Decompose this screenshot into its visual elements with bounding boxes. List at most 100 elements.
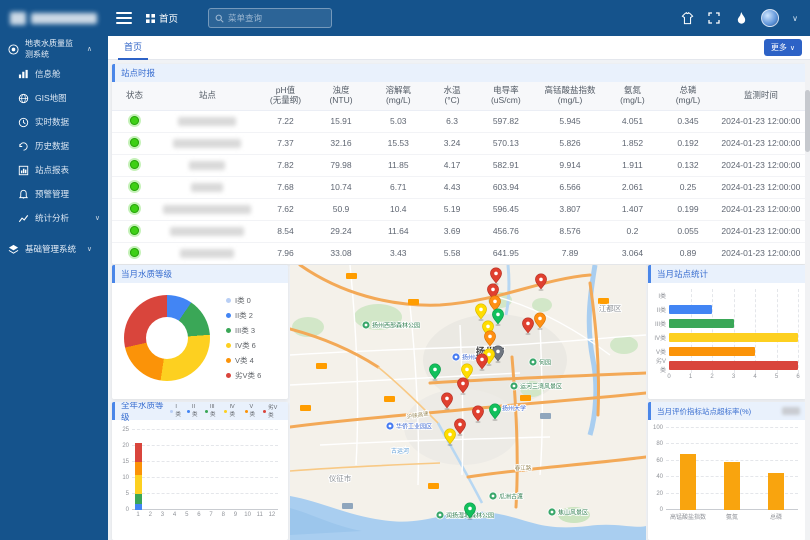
grid-icon [146,14,155,23]
tab-home[interactable]: 首页 [118,36,148,60]
sidebar-item-5[interactable]: 站点报表 [0,158,108,182]
column-title: 站点 [157,91,258,101]
status-ok-dot [130,138,139,147]
value-cell: 0.199 [660,198,716,220]
legend-item: IV类 [224,404,239,418]
table-row: 7.3732.1615.533.24570.135.8261.8520.1922… [112,132,806,154]
hbar-row: II类 [652,303,798,317]
bar-II类 [669,305,712,314]
value-cell: 0.2 [605,220,661,242]
user-avatar[interactable] [761,9,779,27]
history-icon [18,141,29,152]
time-cell: 2024-01-23 12:00:00 [716,154,806,176]
legend-label: 劣V类 6 [235,370,261,381]
header-chip-blurred[interactable] [782,407,800,415]
column-header: 氨氮(mg/L) [605,82,661,110]
sidebar-item-1[interactable]: 信息舱 [0,62,108,86]
grid-line [132,493,278,494]
y-tick-label: 100 [653,425,663,431]
status-ok-dot [130,160,139,169]
status-cell [112,176,157,198]
sidebar-group-water-system[interactable]: 地表水质量监测系统 ∧ [0,36,108,62]
logo-mark [10,12,26,25]
value-cell: 7.96 [258,242,314,264]
legend-item: II类 2 [226,310,261,321]
park-poi-dot [513,385,516,388]
grid-line [132,429,278,430]
table-row: 7.2215.915.036.3597.825.9454.0510.345202… [112,110,806,132]
legend-label: III类 [210,404,219,418]
value-cell: 7.37 [258,132,314,154]
value-cell: 5.19 [428,198,477,220]
value-cell: 11.64 [369,220,428,242]
column-unit: (无量纲) [258,96,314,106]
column-unit: (uS/cm) [476,96,535,106]
poi-label: 何园 [539,359,551,367]
bar-劣V类 [669,361,798,370]
legend-item: V类 [245,404,259,418]
value-cell: 7.82 [258,154,314,176]
legend-label: 劣V类 [268,403,282,419]
flame-icon[interactable] [734,11,748,25]
column-unit: (mg/L) [535,96,604,106]
x-tick-label: 2 [149,512,152,518]
monthly-grade-donut-chart: I类 0II类 2III类 3IV类 6V类 4劣V类 6 [112,283,288,381]
x-tick-label: 9 [234,512,237,518]
x-tick-label: 5 [185,512,188,518]
gis-map[interactable]: 扬州西部森林公园何园运河三湾风景区瓜洲古渡焦山风景区润扬湿地森林公园扬州站扬州大… [290,265,646,540]
bar-track [669,361,798,370]
scrollbar-thumb[interactable] [805,90,810,152]
chevron-down-icon: ∨ [790,44,795,52]
sidebar-group-base-system[interactable]: 基础管理系统 ∨ [0,236,108,262]
logo-text-blurred [31,13,97,24]
user-menu-chevron-down-icon[interactable]: ∨ [792,14,798,23]
clock-icon [18,117,29,128]
site-name-blurred [163,205,251,214]
y-tick-label: 10 [122,475,129,481]
legend-swatch [263,410,266,413]
sidebar-item-6[interactable]: 预警管理 [0,182,108,206]
value-cell: 1.911 [605,154,661,176]
chevron-down-icon: ∨ [95,214,100,222]
legend-item: III类 [205,404,219,418]
bar-高锰酸盐指数 [680,454,696,510]
hbar-rows: I类II类III类IV类V类劣V类 [652,289,798,373]
value-cell: 4.051 [605,110,661,132]
value-cell: 4.17 [428,154,477,176]
sidebar-item-2[interactable]: GIS地图 [0,86,108,110]
panel-title: 当月站点统计 [657,268,708,280]
sidebar-item-4[interactable]: 历史数据 [0,134,108,158]
status-ok-dot [130,226,139,235]
legend-label: II类 [192,404,200,418]
site-name-blurred [170,227,244,236]
menu-toggle-icon[interactable] [116,12,132,24]
hbar-row: III类 [652,317,798,331]
report-icon [18,165,29,176]
fullscreen-icon[interactable] [707,11,721,25]
y-tick-label: 80 [656,441,663,447]
status-ok-dot [130,116,139,125]
park-poi-dot [365,324,368,327]
value-cell: 570.13 [476,132,535,154]
value-cell: 10.74 [313,176,369,198]
menu-search-input[interactable] [228,13,318,23]
hbar-row: IV类 [652,330,798,344]
globe-icon [18,93,29,104]
annual-grade-chart: 0510152025123456789101112 [132,430,278,510]
more-button[interactable]: 更多∨ [764,39,802,56]
menu-search-box[interactable] [208,8,332,28]
table-body: 7.2215.915.036.3597.825.9454.0510.345202… [112,110,806,264]
nav-home-item[interactable]: 首页 [146,11,178,25]
sidebar-item-7[interactable]: 统计分析∨ [0,206,108,230]
theme-icon[interactable] [680,11,694,25]
grid-line [132,445,278,446]
legend-item: V类 4 [226,355,261,366]
value-cell: 32.16 [313,132,369,154]
sidebar-item-3[interactable]: 实时数据 [0,110,108,134]
grid-line [132,477,278,478]
bar-track [669,347,798,356]
site-cell [157,110,258,132]
value-cell: 596.45 [476,198,535,220]
park-poi-dot [532,361,535,364]
column-unit: (°C) [428,96,477,106]
